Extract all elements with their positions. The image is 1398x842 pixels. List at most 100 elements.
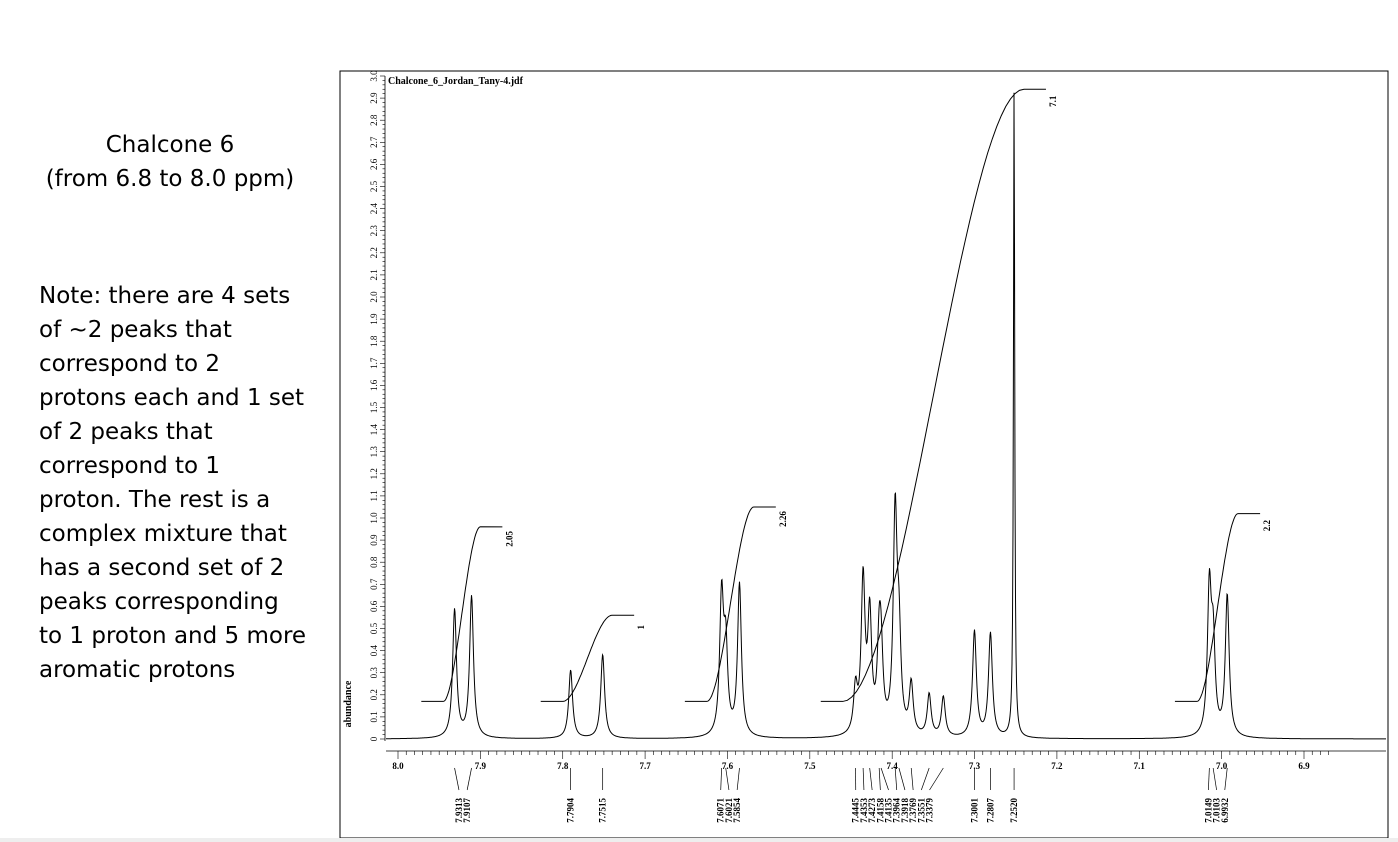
- peak-label-leader: [1208, 767, 1210, 791]
- y-tick-label: 0.5: [369, 622, 379, 634]
- y-tick-label: 3.0: [369, 70, 379, 82]
- peak-label-leader: [725, 767, 730, 791]
- peak-label: 7.4445: [851, 798, 861, 823]
- y-tick-label: 2.1: [369, 269, 379, 280]
- y-tick-label: 2.6: [369, 158, 379, 170]
- peak-label: 7.6071: [716, 798, 726, 823]
- integral-label: 7.1: [1048, 95, 1058, 107]
- peak-label: 7.4135: [884, 798, 894, 823]
- y-tick-label: 0: [369, 736, 379, 741]
- integral-label: 2.05: [504, 530, 514, 546]
- peak-label: 7.0103: [1212, 798, 1222, 823]
- y-tick-label: 1.0: [369, 512, 379, 524]
- caption-range: (from 6.8 to 8.0 ppm): [45, 166, 295, 192]
- caption-title: Chalcone 6: [105, 132, 235, 158]
- y-tick-label: 2.7: [369, 136, 379, 148]
- x-tick-label: 7.8: [557, 761, 569, 771]
- y-tick-label: 1.9: [369, 313, 379, 325]
- peak-label: 7.4353: [859, 798, 869, 823]
- peak-label-leader: [736, 767, 740, 791]
- integral-curve: [684, 506, 776, 702]
- integral-curve: [540, 614, 635, 702]
- y-tick-label: 0.9: [369, 534, 379, 546]
- y-tick-label: 1.7: [369, 357, 379, 369]
- peak-label-leader: [929, 767, 944, 791]
- peak-label: 7.7904: [566, 798, 576, 823]
- peak-label: 7.3551: [916, 798, 926, 823]
- x-tick-label: 7.7: [639, 761, 651, 771]
- y-tick-label: 0.3: [369, 667, 379, 679]
- chart-title: Chalcone_6_Jordan_Tany-4.jdf: [388, 76, 524, 87]
- peak-label: 7.5854: [732, 798, 742, 823]
- x-tick-label: 7.3: [969, 761, 981, 771]
- peak-label-leader: [466, 767, 472, 791]
- peak-label: 7.9107: [462, 798, 472, 823]
- y-tick-label: 1.3: [369, 446, 379, 458]
- peak-label-leader: [878, 767, 881, 791]
- y-axis-label: abundance: [343, 680, 354, 727]
- x-tick-label: 8.0: [392, 761, 404, 771]
- peak-label: 7.3001: [969, 798, 979, 823]
- peak-label-leader: [894, 767, 898, 791]
- y-tick-label: 1.8: [369, 335, 379, 347]
- peak-label-leader: [910, 767, 914, 791]
- y-tick-label: 2.2: [369, 247, 379, 258]
- bottom-scrollbar: [0, 838, 1398, 842]
- y-tick-label: 2.8: [369, 114, 379, 126]
- y-tick-label: 2.4: [369, 202, 379, 214]
- peak-label: 7.9313: [454, 798, 464, 823]
- peak-label: 6.9932: [1220, 798, 1230, 823]
- y-tick-label: 1.1: [369, 490, 379, 501]
- x-tick-label: 7.1: [1134, 761, 1146, 771]
- x-tick-label: 7.2: [1051, 761, 1063, 771]
- peak-label-leader: [1212, 767, 1217, 791]
- peak-label: 7.7515: [598, 798, 608, 823]
- peak-label: 7.3964: [892, 798, 902, 823]
- y-tick-label: 0.4: [369, 644, 379, 656]
- peak-label: 7.0149: [1203, 798, 1213, 823]
- x-tick-label: 6.9: [1298, 761, 1310, 771]
- peak-label: 7.3918: [900, 798, 910, 823]
- y-tick-label: 1.5: [369, 401, 379, 413]
- y-tick-label: 2.0: [369, 291, 379, 303]
- peak-label: 7.3769: [908, 798, 918, 823]
- plot-frame: [339, 70, 1389, 839]
- y-tick-label: 2.9: [369, 92, 379, 104]
- y-tick-label: 0.8: [369, 556, 379, 568]
- peak-label-leader: [1224, 767, 1228, 791]
- integral-curve: [820, 88, 1046, 702]
- peak-label-leader: [880, 767, 889, 791]
- note-text: Note: there are 4 sets of ~2 peaks that …: [39, 283, 307, 683]
- x-tick-label: 7.9: [475, 761, 487, 771]
- peak-label: 7.6021: [724, 798, 734, 823]
- chart-caption: Chalcone 6 (from 6.8 to 8.0 ppm): [30, 128, 310, 196]
- y-tick-label: 0.2: [369, 689, 379, 700]
- y-tick-label: 2.3: [369, 225, 379, 237]
- peak-label: 7.2520: [1009, 798, 1019, 823]
- integral-curve: [421, 526, 503, 702]
- x-tick-label: 7.5: [804, 761, 816, 771]
- integral-label: 1: [636, 624, 646, 629]
- y-tick-label: 1.4: [369, 423, 379, 435]
- peak-label: 7.3379: [925, 798, 935, 823]
- spectrum-line: [386, 92, 1386, 740]
- x-tick-label: 7.0: [1216, 761, 1228, 771]
- integral-label: 2.2: [1262, 519, 1272, 531]
- peak-label: 7.4273: [867, 798, 877, 823]
- peak-label-leader: [898, 767, 906, 791]
- peak-label-leader: [921, 767, 930, 791]
- integral-curve: [1174, 513, 1261, 702]
- peak-label: 7.4158: [875, 798, 885, 823]
- y-tick-label: 0.6: [369, 600, 379, 612]
- x-tick-label: 7.4: [887, 761, 899, 771]
- peak-label-leader: [869, 767, 873, 791]
- peak-label-leader: [720, 767, 722, 791]
- integral-label: 2.26: [778, 511, 788, 527]
- peak-label: 7.2807: [985, 798, 995, 823]
- peak-label-leader: [862, 767, 865, 791]
- y-tick-label: 1.2: [369, 468, 379, 479]
- x-tick-label: 7.6: [722, 761, 734, 771]
- y-tick-label: 2.5: [369, 180, 379, 192]
- y-tick-label: 0.1: [369, 711, 379, 722]
